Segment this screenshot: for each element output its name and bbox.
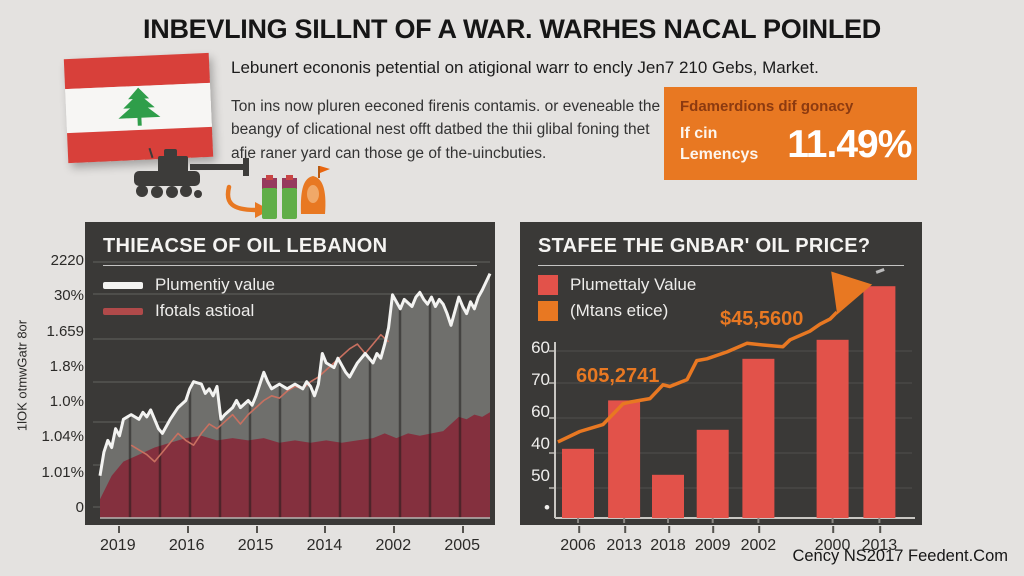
oil-lebanon-chart <box>93 261 492 519</box>
right-chart-rule <box>538 265 904 266</box>
axis-tick-label: • <box>544 498 550 517</box>
stat-label-line2: Lemencys <box>680 146 759 163</box>
legend-label: Plumettaly Value <box>570 275 697 294</box>
legend-item: Ifotals astioal <box>103 301 477 321</box>
right-chart-x-axis: 2006 2013 2018 2009 2002 2000 2013 <box>520 526 922 559</box>
left-chart-rule <box>103 265 477 266</box>
legend-label: Plumentiy value <box>155 275 276 294</box>
page-title: INBEVLING SILLNT OF A WAR. WARHES NACAL … <box>143 14 881 44</box>
x-tick-label: 2006 <box>560 526 596 554</box>
stat-label-line1: If cin <box>680 125 718 143</box>
axis-tick-label: 1.8% <box>49 357 84 375</box>
figure-with-flag-icon <box>300 166 330 214</box>
white-line-swatch <box>103 281 143 289</box>
x-tick-label: 2009 <box>694 526 731 554</box>
legend-item: Plumettaly Value <box>538 275 904 295</box>
oil-lebanon-chart-panel: THIEACSE OF OIL LEBANON Plumentiy value … <box>85 222 495 525</box>
footer-credit: Cency NS2017 Feedent.Com <box>792 547 1008 565</box>
data-label-1: 605,2741 <box>576 365 660 387</box>
axis-tick-label: 2015 <box>237 526 274 554</box>
axis-tick-label: 1.04% <box>41 428 84 446</box>
left-chart-y-axis-title: 1lOK otmwGatr 8or <box>14 319 30 432</box>
axis-tick-label: 0 <box>75 498 84 516</box>
legend-label: (Mtans etice) <box>570 301 669 320</box>
legend-item: Plumentiy value <box>103 275 477 295</box>
axis-tick-label: 70 <box>531 370 550 389</box>
axis-tick-label: 1.659 <box>46 322 84 340</box>
canister-icons <box>262 175 297 219</box>
stat-box-label: If cin Lemencys <box>680 124 758 166</box>
stat-box: Fdamerdions dif gonacy If cin Lemencys 1… <box>664 87 917 180</box>
cedar-tree-icon <box>117 87 160 126</box>
x-tick-label: 2002 <box>740 526 777 554</box>
axis-tick-label: 2016 <box>168 526 205 554</box>
right-chart-title: STAFEE THE GNBAR' OIL PRICE? <box>538 235 871 257</box>
axis-tick-label: 2019 <box>100 526 136 554</box>
right-chart-y-axis: 60 70 60 40 50 • <box>520 338 550 518</box>
intro-paragraph: Ton ins now pluren eeconed firenis conta… <box>231 98 661 162</box>
red-line-swatch <box>103 307 143 315</box>
subtitle: Lebunert econonis petential on atigional… <box>231 58 819 77</box>
tank-icon <box>134 147 249 198</box>
axis-tick-label: 50 <box>531 466 550 485</box>
axis-tick-label: 60 <box>531 338 550 357</box>
x-tick-label: 2013 <box>861 526 898 554</box>
left-chart-legend: Plumentiy value Ifotals astioal <box>103 275 477 321</box>
axis-tick-label: 30% <box>53 287 84 305</box>
axis-tick-label: 1.01% <box>41 463 84 481</box>
axis-tick-label: 40 <box>531 434 550 453</box>
stat-value: 11.49% <box>787 123 912 166</box>
axis-tick-label: 2005 <box>444 526 480 554</box>
x-tick-label: 2000 <box>814 526 851 554</box>
axis-tick-label: 2002 <box>375 526 412 554</box>
axis-tick-label: 1.0% <box>49 393 84 411</box>
axis-tick-label: 60 <box>531 402 550 421</box>
red-bar-swatch <box>538 275 558 295</box>
orange-line-swatch <box>538 301 558 321</box>
left-chart-title: THIEACSE OF OIL LEBANON <box>103 235 388 257</box>
axis-tick-label: 2220 <box>50 252 84 269</box>
lebanon-flag <box>63 52 214 164</box>
x-tick-label: 2013 <box>606 526 642 554</box>
axis-tick-label: 2014 <box>306 526 343 554</box>
data-label-2: $45,5600 <box>720 308 804 330</box>
x-tick-label: 2018 <box>650 526 686 554</box>
left-chart-y-axis: 2220 30% 1.659 1.8% 1.0% 1.04% 1.01% 0 <box>30 252 84 516</box>
left-chart-x-axis: 2019 2016 2015 2014 2002 2005 <box>100 526 480 555</box>
stat-box-title: Fdamerdions dif gonacy <box>680 98 854 115</box>
flag-stripe-middle <box>65 83 212 133</box>
legend-label: Ifotals astioal <box>155 301 255 320</box>
